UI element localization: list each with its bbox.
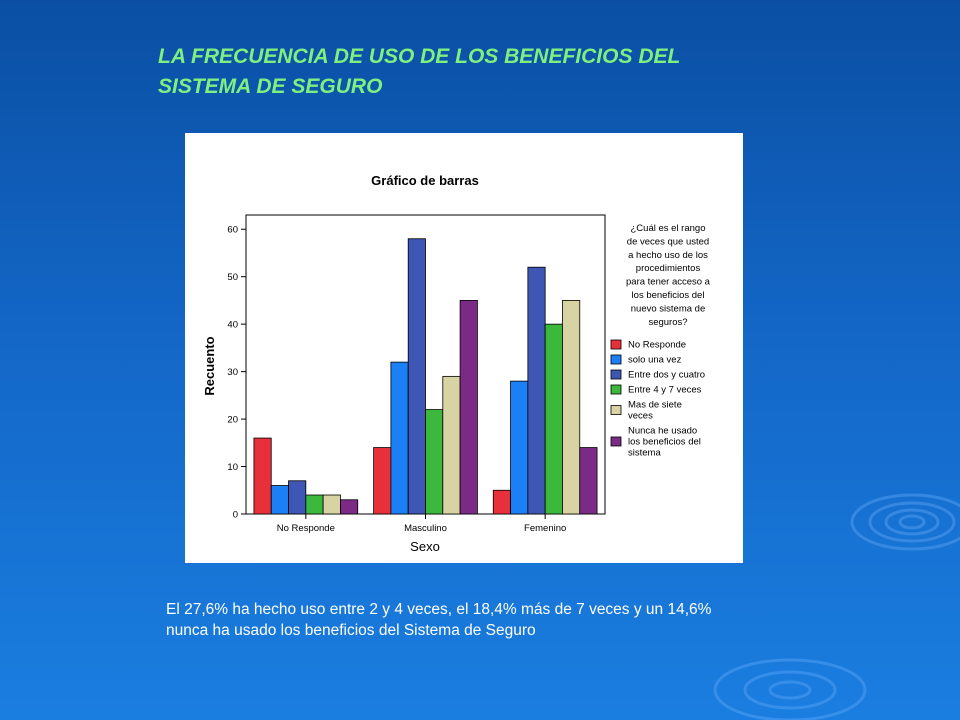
bar-3-masculino [407, 238, 426, 515]
legend-entry-label: solo una vez [628, 355, 682, 366]
legend-title-line: seguros? [648, 317, 687, 328]
bar-4-masculino [425, 409, 444, 515]
x-axis-label: Sexo [410, 539, 440, 554]
legend-title-line: a hecho uso de los [628, 250, 708, 261]
bar-chart: Gráfico de barras Recuento Sexo 0 10 20 30 4… [202, 173, 711, 554]
bar-4-no-responde [305, 494, 324, 515]
bar-5-femenino [562, 300, 581, 515]
legend-entry-label: sistema [628, 448, 661, 459]
bar-6-masculino [459, 300, 478, 515]
bar-2-femenino [510, 380, 529, 515]
y-tick-label: 20 [227, 415, 238, 426]
legend-entry-label: No Responde [628, 340, 686, 351]
bar-2-no-responde [270, 485, 289, 515]
bar-4-femenino [544, 323, 563, 515]
legend-title-line: nuevo sistema de [631, 303, 705, 314]
legend-entry-label: Entre 4 y 7 veces [628, 385, 702, 396]
y-tick-label: 50 [227, 272, 238, 283]
legend-swatch [610, 436, 622, 447]
bar-1-femenino [492, 489, 511, 515]
legend-swatch [610, 339, 622, 350]
chart-panel: Gráfico de barras Recuento Sexo 0 10 20 30 4… [185, 133, 743, 563]
y-tick-label: 60 [227, 225, 238, 236]
y-axis-label: Recuento [202, 336, 217, 395]
legend-title-line: de veces que usted [627, 236, 709, 247]
legend-entry-label: veces [628, 411, 653, 422]
legend-entry-label: Nunca he usado [628, 426, 697, 437]
bar-1-no-responde [253, 437, 272, 515]
x-tick-label: Femenino [524, 523, 566, 534]
y-tick-label: 30 [227, 367, 238, 378]
bar-3-no-responde [288, 480, 307, 515]
legend-title-line: ¿Cuál es el rango [631, 223, 706, 234]
legend-swatch [610, 354, 622, 365]
legend-swatch [610, 369, 622, 380]
slide-caption: El 27,6% ha hecho uso entre 2 y 4 veces,… [166, 601, 712, 639]
x-tick-label: Masculino [404, 523, 447, 534]
bar-6-femenino [579, 447, 598, 515]
legend-title-line: para tener acceso a [626, 277, 711, 288]
legend-swatch [610, 405, 622, 415]
slide-title: LA FRECUENCIA DE USO DE LOS BENEFICIOS D… [158, 45, 681, 98]
bar-3-femenino [527, 266, 546, 515]
y-tick-label: 0 [233, 510, 238, 521]
y-tick-label: 10 [227, 462, 238, 473]
bar-5-no-responde [322, 494, 341, 515]
bar-2-masculino [390, 361, 409, 515]
x-tick-label: No Responde [277, 523, 335, 534]
legend-entry-label: Entre dos y cuatro [628, 370, 705, 381]
chart-title: Gráfico de barras [371, 173, 479, 188]
legend-swatch [610, 384, 622, 395]
legend-entry-label: los beneficios del [628, 437, 701, 448]
legend-title-line: los beneficios del [632, 290, 705, 301]
bar-1-masculino [373, 447, 392, 515]
bar-5-masculino [442, 375, 461, 515]
legend-title-line: procedimientos [636, 263, 701, 274]
y-tick-label: 40 [227, 320, 238, 331]
legend-entry-label: Mas de siete [628, 400, 682, 411]
bar-6-no-responde [340, 499, 359, 515]
